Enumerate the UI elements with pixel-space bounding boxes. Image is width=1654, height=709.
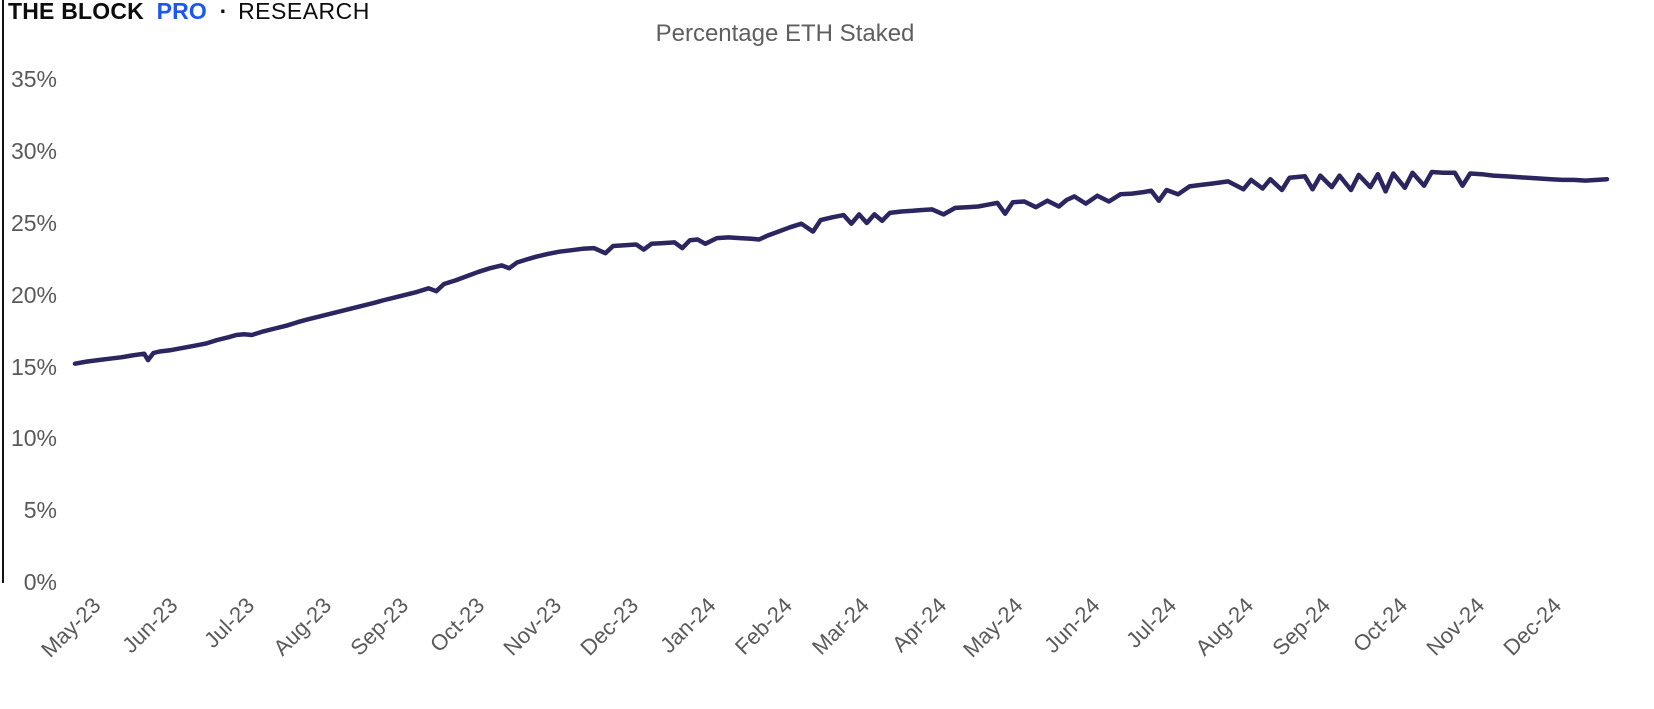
- eth-staked-line: [72, 169, 1610, 366]
- brand-logo: THE BLOCK PRO · RESEARCH: [8, 0, 370, 25]
- y-tick-label: 5%: [23, 497, 57, 524]
- logo-pro: PRO: [156, 0, 208, 24]
- y-tick-label: 25%: [10, 210, 57, 236]
- logo-separator-dot: ·: [219, 0, 228, 24]
- y-axis-line: [2, 0, 4, 583]
- y-tick-label: 20%: [10, 281, 57, 308]
- y-tick-label: 30%: [10, 138, 57, 165]
- chart-title: Percentage ETH Staked: [655, 20, 915, 47]
- logo-research: RESEARCH: [238, 0, 370, 24]
- y-tick-label: 0%: [23, 569, 57, 595]
- y-tick-label: 35%: [10, 66, 57, 93]
- logo-the-block: THE BLOCK: [8, 0, 144, 24]
- y-tick-label: 10%: [10, 425, 57, 452]
- y-tick-label: 15%: [10, 353, 57, 380]
